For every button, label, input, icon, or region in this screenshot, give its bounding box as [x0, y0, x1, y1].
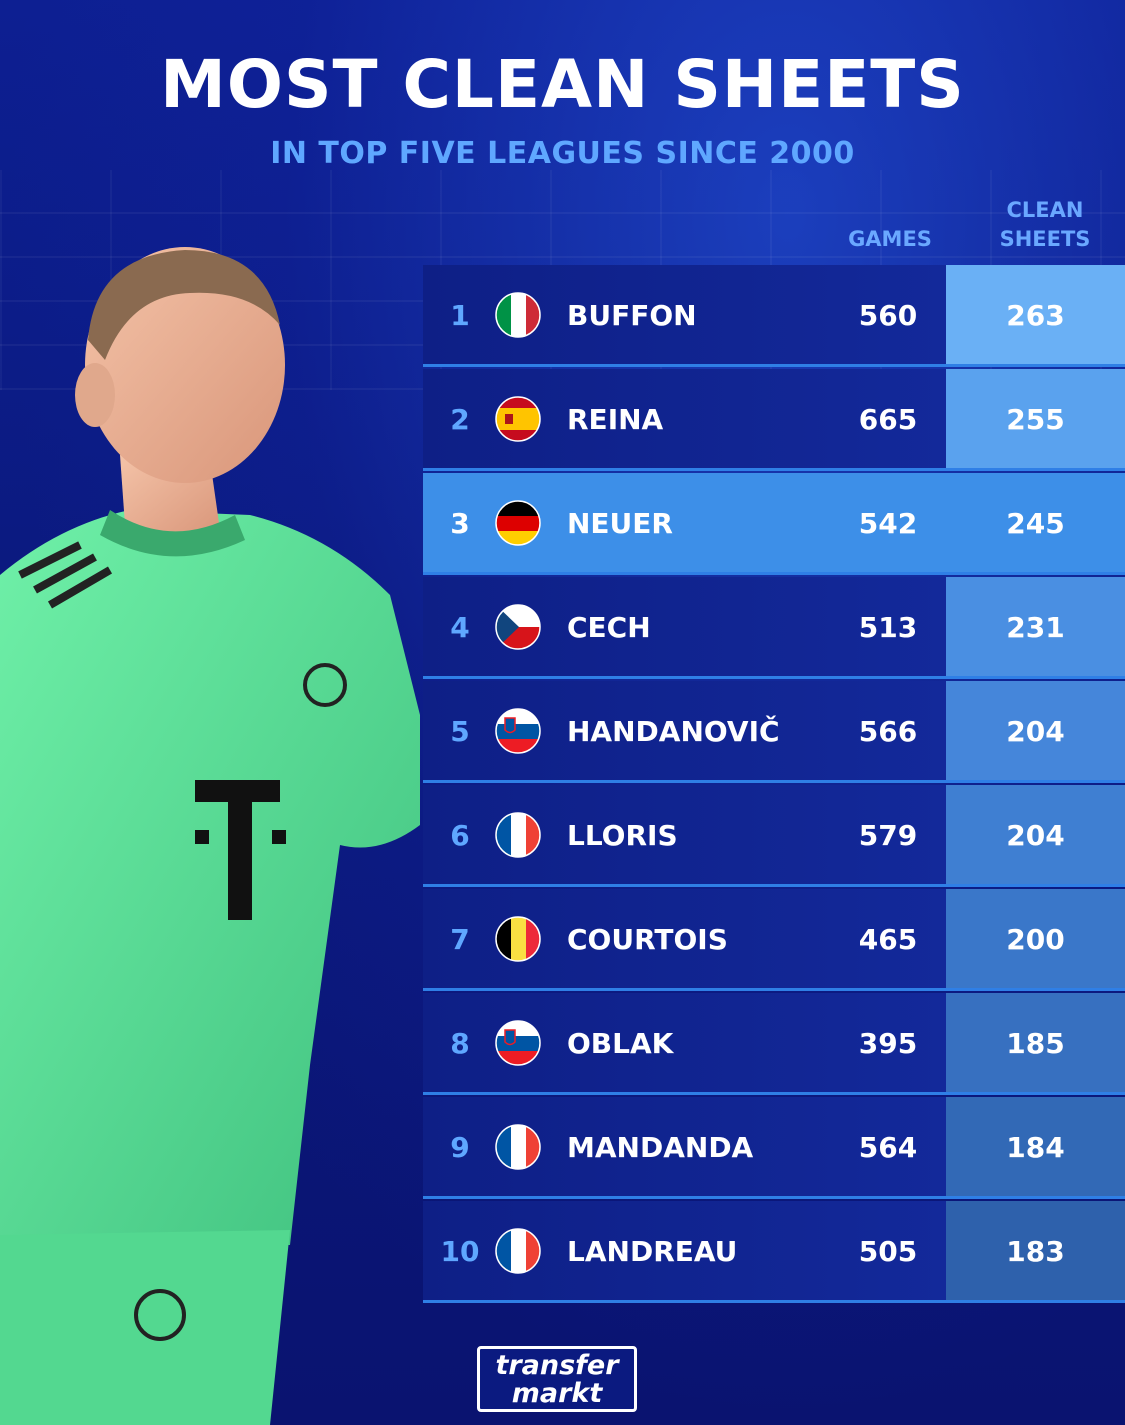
spain-flag-icon	[495, 396, 541, 442]
column-header-clean-sheets: CLEAN SHEETS	[990, 196, 1100, 254]
row-clean-sheets: 185	[1006, 1026, 1065, 1060]
clean-sheets-table: 1 BUFFON 560 263 2 REINA 665 255 3 NEUER 542 245 4 CE…	[423, 263, 1125, 1303]
row-separator	[423, 364, 1125, 367]
table-row: 8 OBLAK 395 185	[423, 991, 1125, 1095]
row-games: 513	[858, 610, 918, 644]
belgium-flag-icon	[495, 916, 541, 962]
row-rank: 3	[450, 506, 470, 540]
row-player-name: CECH	[567, 610, 651, 644]
row-games: 395	[858, 1026, 918, 1060]
germany-flag-icon	[495, 500, 541, 546]
table-row: 10 LANDREAU 505 183	[423, 1199, 1125, 1303]
row-games: 566	[858, 714, 918, 748]
page-subtitle: IN TOP FIVE LEAGUES SINCE 2000	[270, 136, 855, 171]
table-row: 1 BUFFON 560 263	[423, 263, 1125, 367]
table-row: 4 CECH 513 231	[423, 575, 1125, 679]
row-clean-sheets-panel	[946, 369, 1125, 471]
row-clean-sheets-panel	[946, 785, 1125, 887]
row-games: 505	[858, 1234, 918, 1268]
table-row: 3 NEUER 542 245	[423, 471, 1125, 575]
logo-line-2: markt	[511, 1378, 603, 1409]
row-games: 465	[858, 922, 918, 956]
row-player-name: LANDREAU	[567, 1234, 738, 1268]
row-player-name: MANDANDA	[567, 1130, 754, 1164]
row-player-name: REINA	[567, 402, 664, 436]
row-rank: 8	[450, 1026, 470, 1060]
row-clean-sheets: 184	[1006, 1130, 1065, 1164]
italy-flag-icon	[495, 292, 541, 338]
row-clean-sheets: 245	[1006, 506, 1065, 540]
row-rank: 1	[450, 298, 470, 332]
row-clean-sheets-panel	[946, 577, 1125, 679]
row-clean-sheets: 204	[1006, 818, 1065, 852]
row-clean-sheets: 200	[1006, 922, 1065, 956]
row-games: 579	[858, 818, 918, 852]
row-player-name: BUFFON	[567, 298, 697, 332]
row-separator	[423, 572, 1125, 575]
row-rank: 6	[450, 818, 470, 852]
row-clean-sheets-panel	[946, 993, 1125, 1095]
column-header-games: GAMES	[848, 227, 932, 251]
row-rank: 7	[450, 922, 470, 956]
row-rank: 9	[450, 1130, 470, 1164]
row-rank: 2	[450, 402, 470, 436]
table-row: 5 HANDANOVIČ 566 204	[423, 679, 1125, 783]
row-clean-sheets: 255	[1006, 402, 1065, 436]
table-bottom-border	[423, 1300, 1125, 1303]
row-player-name: LLORIS	[567, 818, 678, 852]
column-header-sheets-line: SHEETS	[999, 227, 1091, 251]
table-row: 7 COURTOIS 465 200	[423, 887, 1125, 991]
row-separator	[423, 1092, 1125, 1095]
row-rank: 5	[450, 714, 470, 748]
row-rank: 10	[440, 1234, 480, 1268]
row-separator	[423, 1196, 1125, 1199]
france-flag-icon	[495, 1124, 541, 1170]
row-games: 560	[858, 298, 918, 332]
row-games: 665	[858, 402, 918, 436]
france-flag-icon	[495, 812, 541, 858]
transfermarkt-logo: transfer markt	[477, 1346, 637, 1412]
row-player-name: OBLAK	[567, 1026, 674, 1060]
row-separator	[423, 780, 1125, 783]
france-flag-icon	[495, 1228, 541, 1274]
goalkeeper-photo	[0, 247, 420, 1425]
row-clean-sheets-panel	[946, 889, 1125, 991]
logo-line-1: transfer	[495, 1350, 619, 1381]
row-clean-sheets: 183	[1006, 1234, 1065, 1268]
row-clean-sheets: 231	[1006, 610, 1065, 644]
row-clean-sheets-panel	[946, 473, 1125, 575]
row-rank: 4	[450, 610, 470, 644]
czech-flag-icon	[495, 604, 541, 650]
row-clean-sheets-panel	[946, 1201, 1125, 1303]
page-title: MOST CLEAN SHEETS	[160, 46, 965, 123]
row-player-name: COURTOIS	[567, 922, 728, 956]
table-row: 6 LLORIS 579 204	[423, 783, 1125, 887]
row-games: 542	[858, 506, 918, 540]
row-separator	[423, 676, 1125, 679]
row-clean-sheets-panel	[946, 1097, 1125, 1199]
row-clean-sheets-panel	[946, 265, 1125, 367]
table-row: 9 MANDANDA 564 184	[423, 1095, 1125, 1199]
table-row: 2 REINA 665 255	[423, 367, 1125, 471]
column-header-clean-line: CLEAN	[1006, 198, 1084, 222]
row-separator	[423, 988, 1125, 991]
slovenia-flag-icon	[495, 708, 541, 754]
row-player-name: HANDANOVIČ	[567, 714, 780, 748]
row-player-name: NEUER	[567, 506, 673, 540]
slovenia-flag-icon	[495, 1020, 541, 1066]
row-clean-sheets: 263	[1006, 298, 1065, 332]
row-separator	[423, 884, 1125, 887]
row-clean-sheets: 204	[1006, 714, 1065, 748]
row-games: 564	[858, 1130, 918, 1164]
row-separator	[423, 468, 1125, 471]
row-clean-sheets-panel	[946, 681, 1125, 783]
